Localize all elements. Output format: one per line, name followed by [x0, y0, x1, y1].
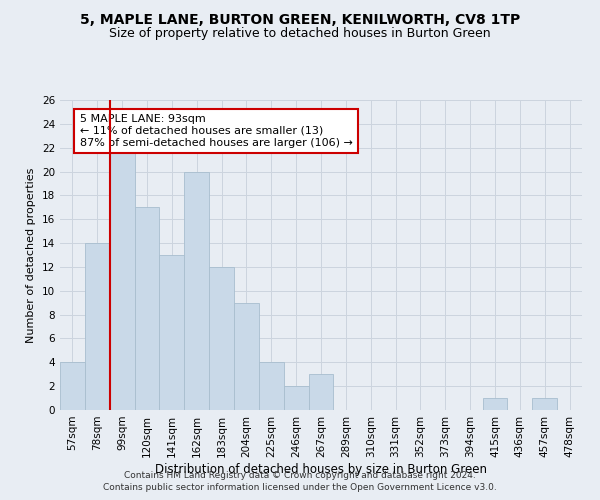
Bar	[60, 362, 85, 410]
Y-axis label: Number of detached properties: Number of detached properties	[26, 168, 37, 342]
Bar	[308, 374, 334, 410]
X-axis label: Distribution of detached houses by size in Burton Green: Distribution of detached houses by size …	[155, 462, 487, 475]
Bar	[110, 148, 134, 410]
Bar	[85, 243, 110, 410]
Text: Contains public sector information licensed under the Open Government Licence v3: Contains public sector information licen…	[103, 484, 497, 492]
Bar	[234, 302, 259, 410]
Text: 5 MAPLE LANE: 93sqm
← 11% of detached houses are smaller (13)
87% of semi-detach: 5 MAPLE LANE: 93sqm ← 11% of detached ho…	[80, 114, 353, 148]
Bar	[284, 386, 308, 410]
Text: Contains HM Land Registry data © Crown copyright and database right 2024.: Contains HM Land Registry data © Crown c…	[124, 471, 476, 480]
Bar	[160, 255, 184, 410]
Text: Size of property relative to detached houses in Burton Green: Size of property relative to detached ho…	[109, 28, 491, 40]
Bar	[134, 208, 160, 410]
Bar	[532, 398, 557, 410]
Bar	[209, 267, 234, 410]
Bar	[482, 398, 508, 410]
Text: 5, MAPLE LANE, BURTON GREEN, KENILWORTH, CV8 1TP: 5, MAPLE LANE, BURTON GREEN, KENILWORTH,…	[80, 12, 520, 26]
Bar	[259, 362, 284, 410]
Bar	[184, 172, 209, 410]
